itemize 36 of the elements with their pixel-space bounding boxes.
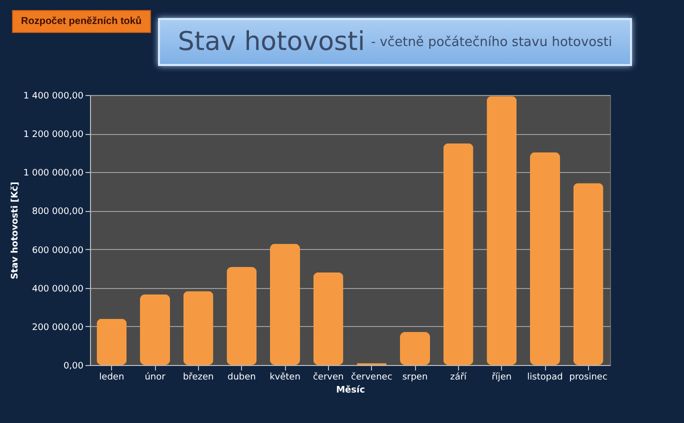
chart-title: Stav hotovosti — [178, 27, 365, 57]
y-axis-title: Stav hotovosti [Kč] — [9, 182, 20, 280]
x-tick-label: červenec — [351, 372, 392, 382]
bar — [96, 318, 127, 365]
bar — [140, 294, 170, 365]
y-tick-label: 600 000,00 — [32, 246, 84, 256]
x-tick-label: leden — [99, 372, 124, 382]
x-tick-label: květen — [270, 372, 300, 382]
x-tick-label: říjen — [492, 372, 512, 382]
bar — [313, 272, 344, 365]
x-axis-title: Měsíc — [336, 384, 365, 396]
x-tick-label: březen — [182, 372, 214, 382]
x-tick-label: listopad — [527, 372, 563, 382]
y-tick-label: 1 200 000,00 — [23, 130, 84, 140]
x-tick-label: únor — [144, 372, 166, 382]
bar — [226, 267, 257, 365]
x-tick-label: červen — [312, 372, 344, 382]
bar — [443, 143, 474, 365]
y-tick-label: 800 000,00 — [32, 207, 84, 218]
x-tick-label: duben — [227, 372, 256, 382]
y-tick-label: 400 000,00 — [32, 284, 84, 294]
bar — [183, 291, 214, 365]
x-tick-label: srpen — [402, 372, 428, 382]
y-tick-label: 0,00 — [63, 362, 84, 372]
y-tick-label: 200 000,00 — [32, 322, 84, 333]
y-tick-label: 1 000 000,00 — [23, 168, 84, 179]
text: Rozpočet peněžních toků — [12, 10, 151, 33]
bar — [400, 332, 430, 365]
bar — [530, 152, 560, 365]
x-tick-label: prosinec — [569, 372, 608, 382]
bar — [486, 96, 517, 365]
x-tick-label: září — [450, 372, 468, 382]
bar — [573, 183, 604, 365]
bar — [270, 244, 300, 365]
y-tick-label: 1 400 000,00 — [23, 92, 84, 102]
chart-subtitle: - včetně počátečního stavu hotovosti — [370, 34, 612, 50]
